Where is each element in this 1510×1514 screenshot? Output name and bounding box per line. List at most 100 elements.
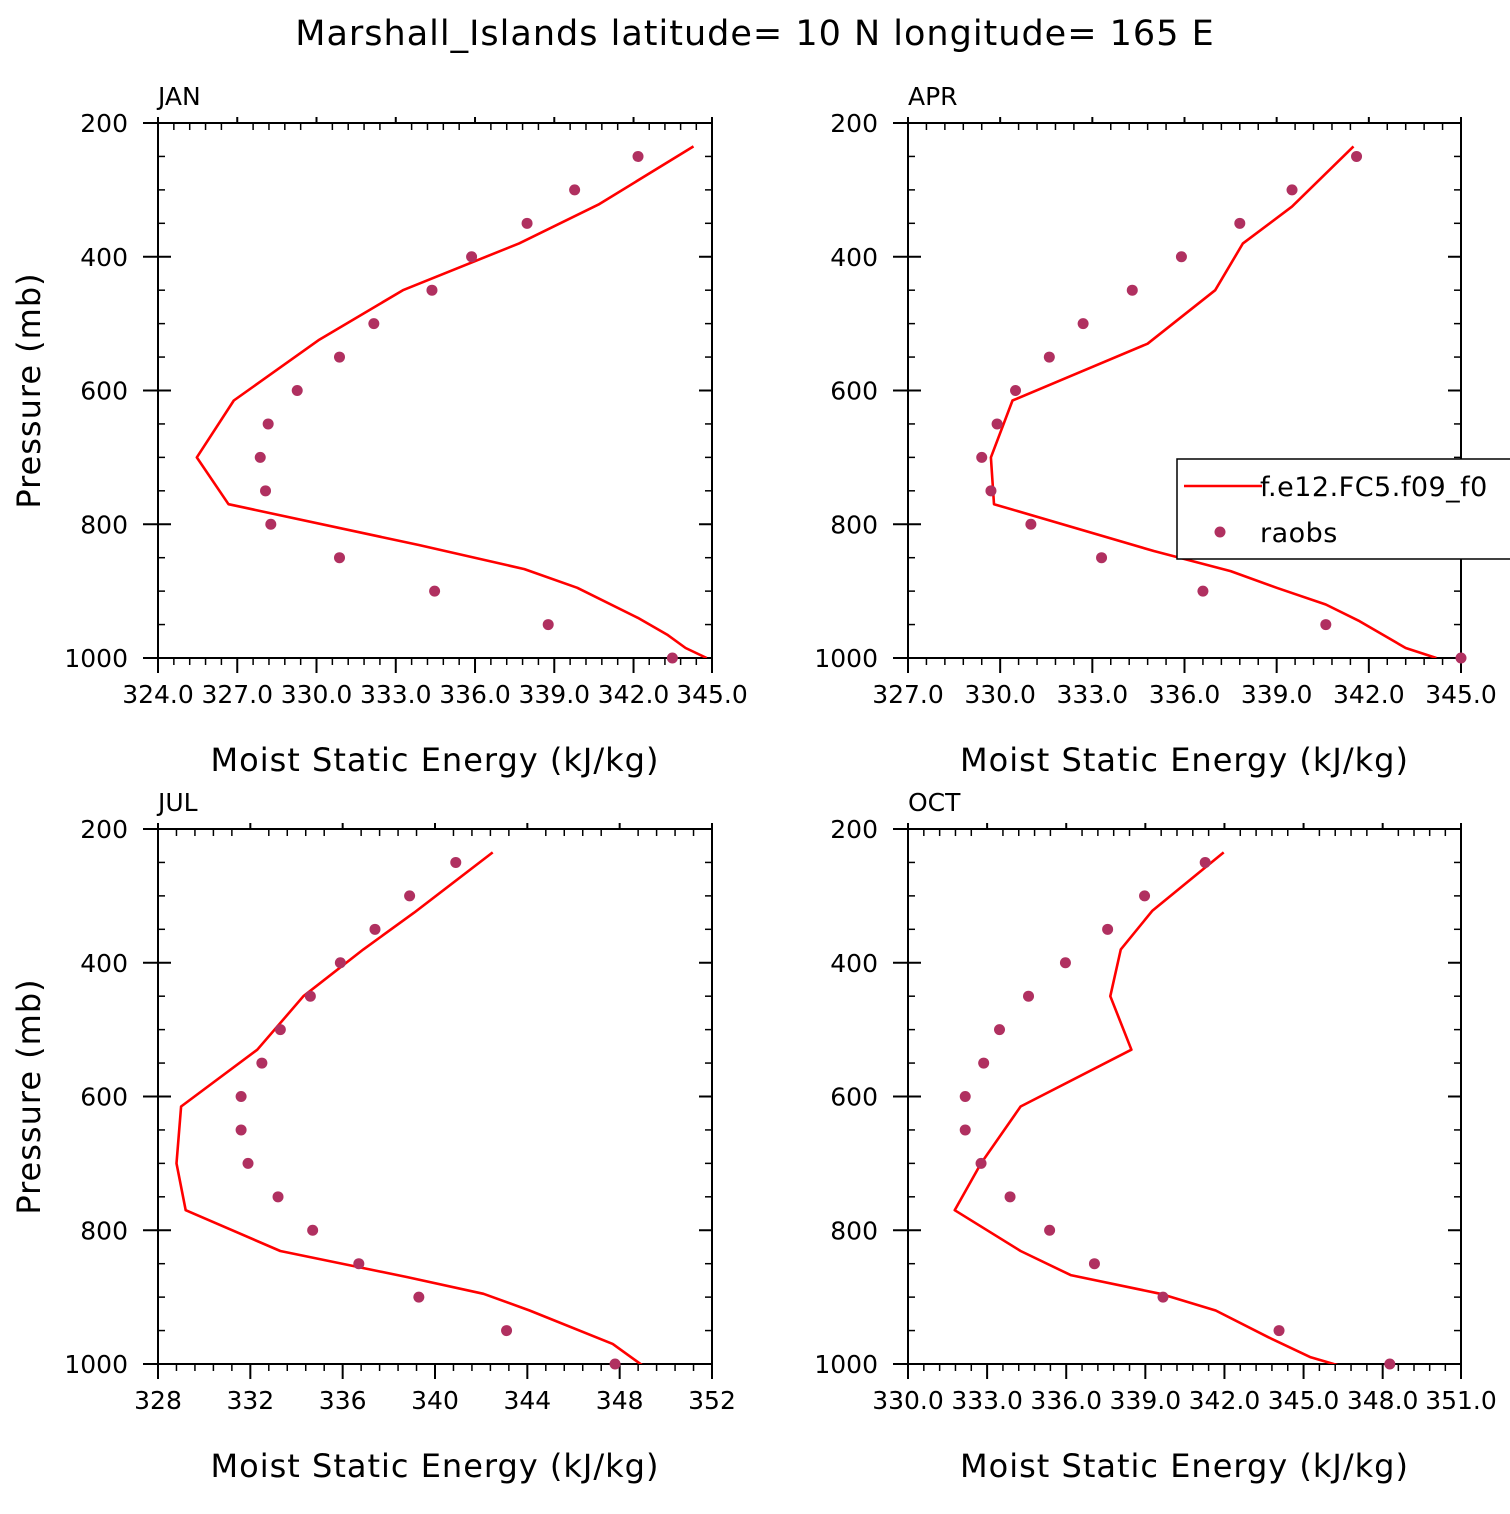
obs-point — [334, 957, 346, 969]
x-tick-label: 336.0 — [1149, 680, 1221, 709]
y-tick-label: 400 — [80, 243, 128, 272]
x-tick-label: 345.0 — [1425, 680, 1497, 709]
x-tick-label: 330.0 — [872, 1386, 944, 1415]
obs-point — [959, 1091, 971, 1102]
legend-obs-label: raobs — [1260, 518, 1338, 549]
x-tick-label: 330.0 — [964, 680, 1036, 709]
x-tick-label: 333.0 — [360, 680, 432, 709]
x-tick-label: 348.0 — [1347, 1386, 1419, 1415]
obs-point — [1059, 957, 1071, 969]
obs-point — [1320, 619, 1332, 631]
obs-point — [256, 1057, 268, 1069]
obs-point — [235, 1124, 247, 1136]
obs-point — [1175, 251, 1187, 263]
y-tick-label: 800 — [830, 510, 878, 539]
obs-point — [1199, 856, 1211, 868]
x-tick-label: 345.0 — [676, 680, 748, 709]
obs-point — [632, 150, 644, 162]
obs-point — [1455, 652, 1467, 664]
panel-label-jul: JUL — [156, 788, 198, 817]
panel-label-jan: JAN — [156, 82, 201, 111]
x-tick-label: 339.0 — [1110, 1386, 1182, 1415]
obs-point — [291, 385, 303, 396]
y-tick-label: 1000 — [814, 644, 878, 673]
model-series-line — [175, 851, 643, 1364]
obs-point — [1025, 518, 1037, 530]
obs-point — [1096, 552, 1108, 564]
obs-point — [1157, 1291, 1169, 1303]
x-tick-label: 333.0 — [951, 1386, 1023, 1415]
obs-point — [1286, 184, 1298, 196]
model-series-line — [953, 851, 1339, 1364]
obs-point — [274, 1024, 286, 1036]
x-tick-label: 333.0 — [1057, 680, 1129, 709]
obs-point — [976, 451, 988, 463]
y-tick-label: 800 — [80, 1216, 128, 1245]
y-tick-label: 400 — [830, 243, 878, 272]
y-tick-label: 600 — [830, 1083, 878, 1112]
obs-point — [1351, 150, 1363, 162]
x-tick-label: 332 — [226, 1386, 274, 1415]
plot-frame — [907, 122, 1462, 659]
obs-point — [426, 284, 438, 296]
obs-point — [242, 1157, 254, 1169]
obs-point — [609, 1358, 621, 1370]
obs-point — [272, 1191, 284, 1203]
x-tick-label: 339.0 — [518, 680, 590, 709]
obs-point — [1384, 1358, 1396, 1370]
x-tick-label: 327.0 — [872, 680, 944, 709]
x-tick-label: 352 — [688, 1386, 736, 1415]
obs-point — [1234, 217, 1246, 229]
obs-point — [521, 217, 533, 229]
obs-point — [260, 485, 272, 497]
x-axis-label: Moist Static Energy (kJ/kg) — [211, 1447, 660, 1485]
model-series-line — [989, 145, 1437, 658]
y-tick-label: 200 — [830, 109, 878, 138]
x-tick-label: 327.0 — [201, 680, 273, 709]
obs-point — [501, 1325, 513, 1337]
legend-obs-swatch — [1214, 526, 1226, 538]
obs-point — [429, 585, 441, 597]
obs-point — [1088, 1258, 1100, 1270]
obs-point — [1197, 585, 1209, 597]
model-series-line — [195, 145, 708, 658]
obs-point — [1102, 923, 1114, 935]
obs-point — [959, 1124, 971, 1136]
x-tick-label: 324.0 — [122, 680, 194, 709]
legend-box — [1176, 458, 1510, 560]
x-tick-label: 339.0 — [1241, 680, 1313, 709]
obs-point — [666, 652, 678, 664]
obs-point — [333, 351, 345, 363]
y-tick-label: 1000 — [64, 644, 128, 673]
plot-frame — [157, 122, 713, 659]
obs-point — [413, 1291, 425, 1303]
obs-point — [450, 856, 462, 868]
obs-point — [235, 1091, 247, 1102]
y-tick-label: 400 — [830, 949, 878, 978]
obs-point — [569, 184, 581, 196]
x-tick-label: 351.0 — [1425, 1386, 1497, 1415]
x-tick-label: 336 — [319, 1386, 367, 1415]
plot-frame — [907, 828, 1462, 1365]
obs-point — [1044, 1224, 1056, 1236]
y-axis-label: Pressure (mb) — [10, 272, 48, 508]
obs-point — [369, 923, 381, 935]
y-axis-label: Pressure (mb) — [10, 978, 48, 1214]
x-tick-label: 330.0 — [281, 680, 353, 709]
panel-apr: APR 200 400 600 800 1000 327.0 330.0 333.0 336.0 3… — [814, 82, 1496, 779]
y-tick-label: 600 — [80, 377, 128, 406]
obs-point — [991, 418, 1003, 430]
y-tick-label: 600 — [830, 377, 878, 406]
y-tick-label: 1000 — [814, 1350, 878, 1379]
obs-point — [404, 890, 416, 902]
x-tick-label: 344 — [503, 1386, 551, 1415]
obs-point — [1004, 1191, 1016, 1203]
obs-point — [994, 1024, 1006, 1036]
x-tick-label: 336.0 — [439, 680, 511, 709]
y-tick-label: 1000 — [64, 1350, 128, 1379]
x-axis-label: Moist Static Energy (kJ/kg) — [960, 1447, 1409, 1485]
